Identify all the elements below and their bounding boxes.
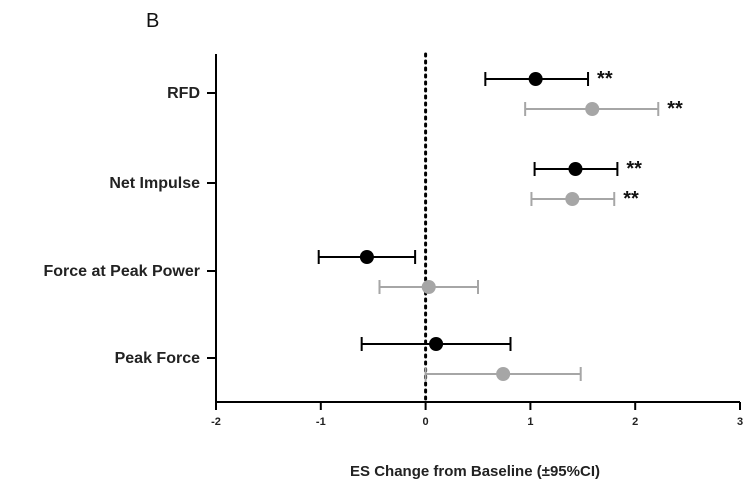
data-point [496, 367, 511, 381]
category-label: Force at Peak Power [43, 263, 200, 280]
significance-marker: ** [623, 188, 639, 210]
data-marks: ** ** ** ** [317, 68, 683, 381]
data-point [359, 250, 374, 264]
x-tick-label: 1 [527, 416, 533, 428]
significance-marker: ** [626, 158, 642, 180]
x-tick-label: -2 [211, 416, 221, 428]
significance-marker: ** [597, 68, 613, 90]
panel-label: B [146, 10, 159, 32]
x-tick-label: -1 [316, 416, 326, 428]
data-point [429, 337, 444, 351]
data-point [421, 280, 436, 294]
x-axis-title: ES Change from Baseline (±95%CI) [350, 463, 600, 480]
category-label: Net Impulse [109, 175, 200, 192]
data-point [585, 102, 600, 116]
x-tick-label: 0 [423, 416, 429, 428]
data-point [565, 192, 580, 206]
x-tick-label: 2 [632, 416, 638, 428]
data-point [568, 162, 583, 176]
data-point [528, 72, 543, 86]
axes: RFD Net Impulse Force at Peak Power Peak Fo… [43, 52, 743, 428]
category-label: Peak Force [115, 350, 200, 367]
x-tick-label: 3 [737, 416, 743, 428]
category-label: RFD [167, 85, 200, 102]
significance-marker: ** [667, 98, 683, 120]
